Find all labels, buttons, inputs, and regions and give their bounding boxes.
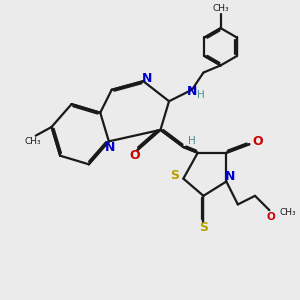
Text: O: O <box>266 212 275 222</box>
Text: O: O <box>252 135 262 148</box>
Text: S: S <box>199 221 208 234</box>
Text: N: N <box>187 85 197 98</box>
Text: CH₃: CH₃ <box>279 208 296 217</box>
Text: N: N <box>225 170 235 183</box>
Text: O: O <box>129 148 140 162</box>
Text: H: H <box>197 90 205 100</box>
Text: H: H <box>188 136 195 146</box>
Text: CH₃: CH₃ <box>212 4 229 13</box>
Text: S: S <box>170 169 179 182</box>
Text: N: N <box>105 141 116 154</box>
Text: N: N <box>142 72 153 85</box>
Text: CH₃: CH₃ <box>25 137 41 146</box>
